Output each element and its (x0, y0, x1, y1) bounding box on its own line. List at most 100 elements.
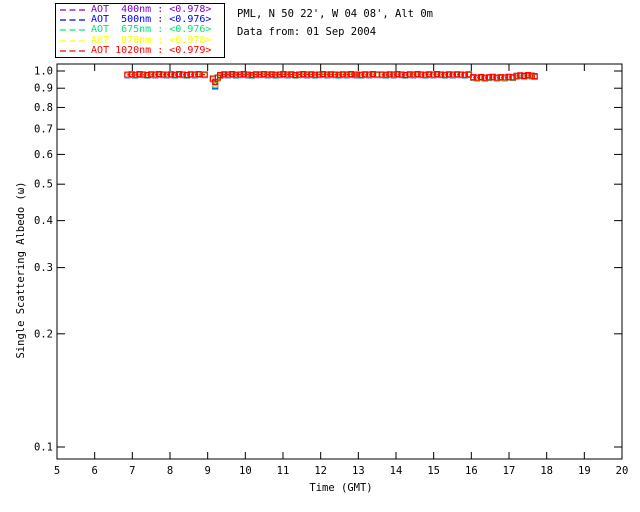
data-marker (179, 71, 186, 78)
chart-header: PML, N 50 22', W 04 08', Alt 0m Data fro… (237, 5, 433, 41)
data-marker (160, 71, 167, 78)
legend-label-675nm: AOT 675nm : <0.976> (91, 24, 212, 36)
legend-dash-675nm-icon (60, 29, 87, 32)
data-marker (272, 71, 279, 78)
data-marker (124, 71, 131, 78)
data-marker (324, 71, 331, 78)
legend-item-400nm: AOT 400nm : <0.978> (60, 5, 224, 15)
x-tick-label: 11 (277, 465, 290, 477)
legend-item-675nm: AOT 675nm : <0.976> (60, 25, 224, 35)
data-marker (229, 71, 236, 78)
y-axis-title: Single Scattering Albedo (ω) (15, 181, 27, 359)
legend-item-870nm: AOT 870nm : <0.978> (60, 35, 224, 46)
data-marker (136, 71, 143, 78)
data-marker (426, 71, 433, 78)
site-title: PML, N 50 22', W 04 08', Alt 0m (237, 8, 433, 20)
data-marker (531, 73, 538, 80)
data-marker (280, 71, 287, 78)
data-marker (232, 71, 239, 78)
data-marker (489, 73, 496, 80)
data-marker (422, 71, 429, 78)
data-marker (524, 72, 531, 79)
data-marker (497, 74, 504, 81)
data-marker (191, 71, 198, 78)
x-tick-label: 5 (54, 465, 60, 477)
data-marker (144, 71, 151, 79)
x-axis-title: Time (GMT) (309, 482, 373, 494)
data-marker (366, 71, 373, 78)
data-marker (268, 71, 275, 78)
x-tick-label: 10 (239, 465, 252, 477)
data-marker (414, 71, 421, 78)
data-marker (470, 74, 477, 81)
y-tick-label: 1.0 (34, 66, 53, 78)
data-marker (319, 71, 326, 78)
y-tick-label: 0.6 (34, 149, 53, 161)
data-marker (434, 71, 441, 78)
data-marker (237, 71, 244, 78)
data-marker (501, 74, 508, 81)
series-line (212, 73, 358, 84)
legend-dash-870nm-icon (60, 40, 87, 42)
x-tick-label: 7 (129, 465, 135, 477)
data-marker (473, 74, 481, 81)
x-tick-label: 17 (503, 465, 516, 477)
x-tick-label: 19 (578, 465, 591, 477)
y-tick-label: 0.9 (34, 83, 53, 95)
data-marker (327, 71, 334, 78)
data-marker (128, 71, 135, 78)
y-tick-label: 0.3 (34, 262, 53, 274)
data-marker (156, 71, 163, 78)
x-tick-label: 8 (167, 465, 173, 477)
data-marker (505, 73, 512, 80)
data-marker (406, 71, 413, 78)
data-marker (390, 71, 397, 78)
plot-border (56, 63, 623, 460)
x-tick-label: 13 (352, 465, 365, 477)
data-marker (244, 71, 252, 78)
data-marker (478, 73, 485, 81)
data-marker (217, 72, 224, 79)
data-marker (187, 71, 194, 78)
data-date: Data from: 01 Sep 2004 (237, 26, 377, 38)
legend-dash-400nm-icon (60, 9, 87, 11)
data-marker (457, 71, 464, 78)
data-marker (183, 71, 190, 79)
x-tick-label: 12 (314, 465, 327, 477)
data-marker (441, 71, 449, 78)
y-tick-label: 0.4 (34, 215, 53, 227)
x-tick-label: 6 (92, 465, 98, 477)
data-marker (430, 71, 437, 78)
data-marker (438, 71, 445, 78)
data-marker (449, 71, 456, 78)
data-marker (308, 71, 315, 78)
data-marker (224, 71, 232, 78)
data-marker (493, 74, 500, 81)
data-marker (521, 72, 528, 80)
data-marker (354, 71, 361, 78)
x-axis: 5 6 7 8 9 10 11 12 13 14 15 16 17 18 19 20 (54, 64, 628, 477)
legend-dash-500nm-icon (60, 19, 87, 21)
data-marker (148, 71, 155, 78)
data-marker (517, 72, 524, 79)
data-marker (481, 74, 488, 81)
data-marker (171, 71, 178, 78)
data-marker (152, 71, 159, 78)
data-marker (140, 71, 147, 78)
data-marker (386, 71, 393, 78)
legend-label-1020nm: AOT 1020nm : <0.979> (91, 44, 212, 56)
legend-label-500nm: AOT 500nm : <0.976> (91, 14, 212, 26)
legend-box: AOT 400nm : <0.978> AOT 500nm : <0.976> … (55, 3, 225, 58)
legend-item-500nm: AOT 500nm : <0.976> (60, 15, 224, 25)
data-marker (296, 71, 303, 78)
data-marker (168, 71, 175, 78)
y-tick-label: 0.2 (34, 328, 53, 340)
x-tick-label: 18 (540, 465, 553, 477)
y-axis: 1.0 0.9 0.8 0.7 0.6 0.5 0.4 0.3 0.2 0.1 (34, 66, 622, 454)
data-marker (252, 71, 259, 78)
data-marker (485, 74, 493, 81)
series-line (516, 74, 535, 77)
y-tick-label: 0.7 (34, 124, 53, 136)
